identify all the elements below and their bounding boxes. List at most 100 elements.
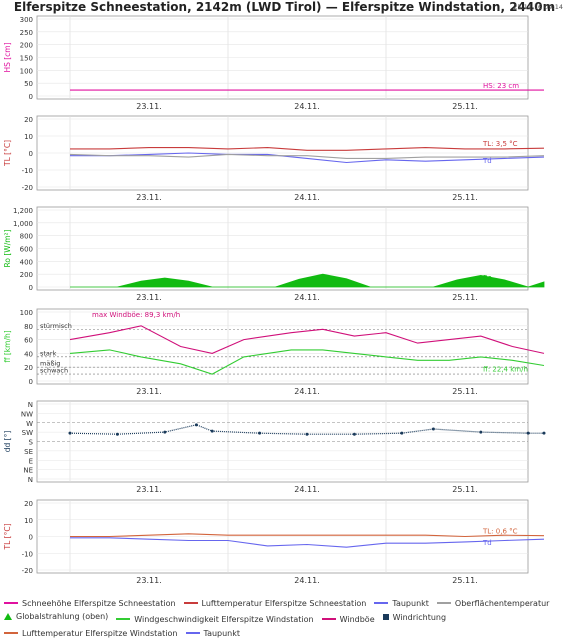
y-tick-label: 50	[24, 80, 33, 88]
series-end-label: ff: 22,4 km/h	[483, 366, 528, 374]
scatter-point	[68, 431, 72, 435]
legend-row-1: Schneehöhe Elferspitze Schneestation Luft…	[4, 597, 557, 608]
x-tick-label: 25.11.	[452, 485, 477, 494]
series-end-label: HS: 23 cm	[483, 82, 519, 90]
x-tick-label: 25.11.	[452, 293, 477, 302]
y-tick-label: 10	[24, 517, 33, 525]
y-tick-label: 250	[20, 29, 33, 37]
legend-label: Lufttemperatur Elferspitze Windstation	[22, 628, 178, 638]
series-end-label: Ro	[483, 274, 492, 282]
y-tick-label: -10	[22, 167, 33, 175]
y-tick-label: 40	[24, 350, 33, 358]
reference-line-label: mäßig	[40, 360, 60, 368]
legend-item: Windgeschwindigkeit Elferspitze Windstat…	[116, 614, 314, 624]
reference-line-label: schwach	[40, 367, 68, 375]
x-tick-label: 25.11.	[452, 387, 477, 396]
x-tick-label: 23.11.	[136, 193, 161, 202]
legend-swatch	[116, 618, 131, 620]
y-tick-label: 100	[20, 67, 33, 75]
legend-item: Windböe	[321, 614, 375, 624]
y-tick-label: W	[26, 420, 33, 428]
x-tick-label: 24.11.	[294, 576, 319, 585]
y-tick-label: NW	[21, 410, 33, 418]
y-tick-label: 80	[24, 323, 33, 331]
legend-item: Schneehöhe Elferspitze Schneestation	[4, 599, 176, 608]
x-tick-label: 23.11.	[136, 293, 161, 302]
y-tick-label: 0	[29, 93, 33, 101]
legend-label: Schneehöhe Elferspitze Schneestation	[22, 598, 176, 608]
y-axis-label: Ro [W/m²]	[3, 229, 12, 267]
y-tick-label: 200	[20, 42, 33, 50]
y-tick-label: 60	[24, 337, 33, 345]
y-tick-label: 20	[24, 364, 33, 372]
legend-swatch	[4, 602, 18, 604]
legend-item: Windrichtung	[382, 612, 447, 622]
y-tick-label: SW	[22, 429, 33, 437]
x-tick-label: 23.11.	[136, 485, 161, 494]
legend-label: Windböe	[339, 614, 375, 624]
x-tick-label: 24.11.	[294, 485, 319, 494]
y-tick-label: -20	[22, 184, 33, 192]
scatter-point	[400, 431, 404, 435]
legend-swatch	[4, 632, 18, 634]
series-end-label: TL: 0,6 °C	[482, 528, 518, 536]
reference-line-label: stürmisch	[40, 322, 72, 330]
scatter-point	[431, 427, 435, 431]
y-tick-label: 300	[20, 16, 33, 24]
x-tick-label: 24.11.	[294, 387, 319, 396]
legend-item: Taupunkt	[185, 629, 240, 638]
series-line	[70, 147, 545, 151]
x-tick-label: 25.11.	[452, 102, 477, 111]
scatter-point	[479, 430, 483, 434]
y-tick-label: -10	[22, 550, 33, 558]
plot-frame	[36, 308, 529, 385]
y-tick-label: 1,200	[13, 207, 33, 215]
y-tick-label: 20	[24, 500, 33, 508]
legend-swatch	[374, 602, 389, 604]
y-axis-label: HS [cm]	[3, 42, 12, 72]
series-end-label: Td	[482, 539, 492, 547]
legend-label: Windrichtung	[392, 612, 447, 622]
legend-swatch	[183, 602, 198, 604]
series-line	[70, 537, 545, 548]
y-tick-label: N	[28, 401, 33, 409]
reference-line-label: stark	[40, 349, 57, 357]
x-tick-label: 25.11.	[452, 576, 477, 585]
y-tick-label: 0	[29, 534, 33, 542]
legend-row-3: Lufttemperatur Elferspitze Windstation Ta…	[4, 627, 248, 638]
legend-swatch	[185, 632, 200, 634]
max-gust-label: max Windböe: 89,3 km/h	[92, 311, 180, 319]
legend-label: Globalstrahlung (oben)	[16, 612, 109, 621]
y-tick-label: 100	[20, 309, 33, 317]
legend-swatch	[382, 614, 389, 620]
series-line	[69, 153, 545, 159]
y-tick-label: 150	[20, 55, 33, 63]
series-line	[69, 325, 545, 354]
y-tick-label: 0	[29, 284, 33, 292]
timestamp: 25.11.16 09:14	[513, 3, 563, 11]
y-tick-label: 0	[29, 378, 33, 386]
legend-swatch	[321, 618, 336, 620]
y-axis-label: ff [km/h]	[3, 330, 12, 362]
legend-item: Oberflächentemperatur	[436, 598, 550, 608]
x-tick-label: 23.11.	[136, 387, 161, 396]
y-tick-label: -20	[22, 567, 33, 575]
x-tick-label: 23.11.	[136, 102, 161, 111]
legend-label: Windgeschwindigkeit Elferspitze Windstat…	[134, 614, 314, 624]
series-area	[70, 273, 545, 288]
series-end-label: TL: 3,5 °C	[482, 140, 518, 148]
legend-item: Taupunkt	[374, 599, 429, 608]
y-axis-label: TL [°C]	[3, 140, 12, 167]
y-axis-label: TL [°C]	[3, 523, 12, 550]
x-tick-label: 24.11.	[294, 293, 319, 302]
y-tick-label: NE	[23, 467, 33, 475]
y-tick-label: E	[29, 457, 33, 465]
y-tick-label: 0	[29, 150, 33, 158]
y-tick-label: 10	[24, 133, 33, 141]
x-tick-label: 23.11.	[136, 576, 161, 585]
y-tick-label: 400	[20, 258, 33, 266]
scatter-point	[258, 431, 262, 435]
legend-label: Oberflächentemperatur	[454, 598, 550, 608]
legend-swatch	[436, 602, 451, 604]
